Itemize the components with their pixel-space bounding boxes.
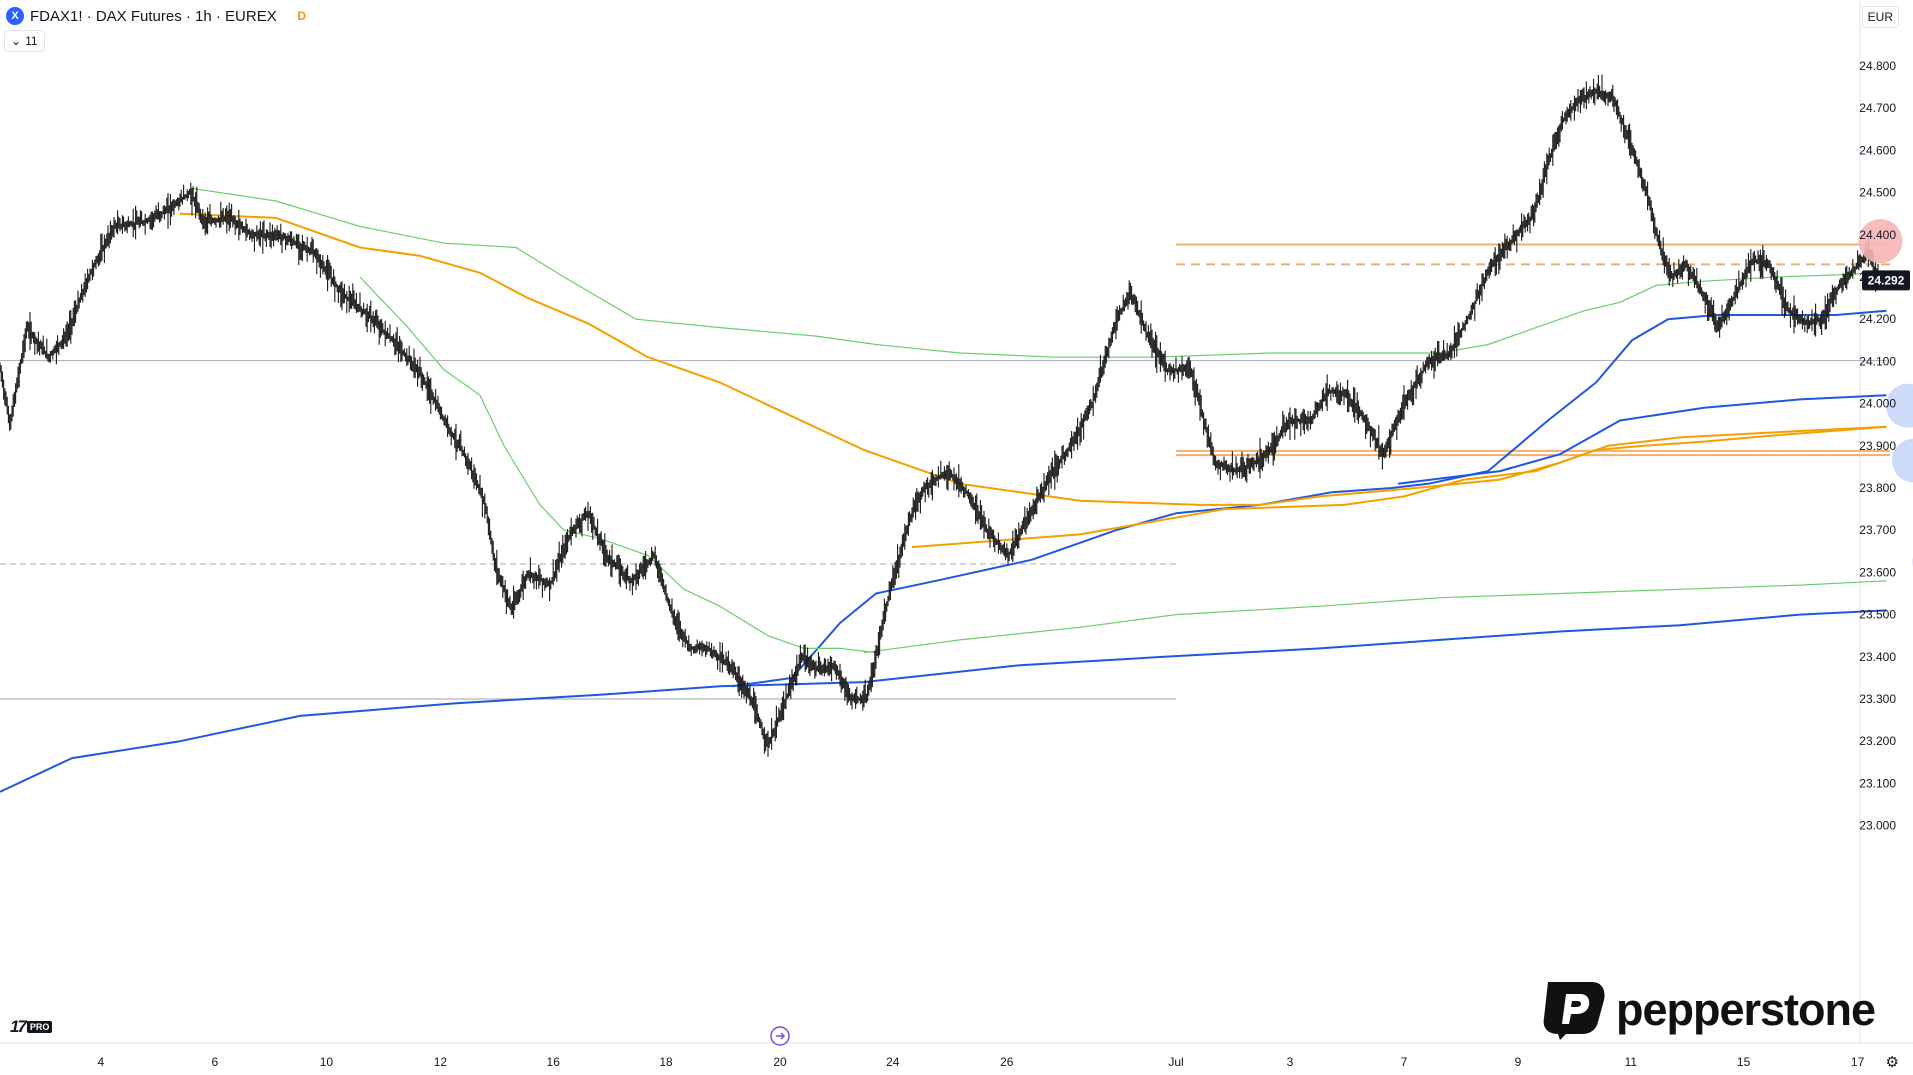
indicators-toggle[interactable]: ⌄ 11 (4, 30, 45, 52)
last-price-label: 24.292 (1860, 270, 1910, 291)
last-price-value: 24.292 (1868, 273, 1905, 287)
replay-arrow-icon (776, 1032, 786, 1040)
price-tick-label: 24.200 (1859, 312, 1896, 326)
indicator-line-7 (359, 276, 877, 654)
price-tick-label: 24.500 (1859, 186, 1896, 200)
price-tick-label: 23.100 (1859, 776, 1896, 790)
time-tick-label: 15 (1737, 1055, 1751, 1069)
indicator-line-1 (731, 309, 1887, 688)
pepperstone-logo-icon (1543, 982, 1605, 1040)
symbol-header[interactable]: X FDAX1! · DAX Futures · 1h · EUREX D (6, 5, 311, 27)
price-tick-label: 23.900 (1859, 439, 1896, 453)
last-price-badge (1862, 270, 1910, 291)
price-tick-label: 24.400 (1859, 228, 1896, 242)
delayed-data-badge[interactable]: D (297, 9, 307, 23)
time-tick-label: 11 (1625, 1055, 1638, 1069)
price-tick-label: 23.600 (1859, 565, 1896, 579)
price-tick-label: 23.800 (1859, 481, 1896, 495)
indicator-line-3 (1397, 394, 1887, 485)
time-tick-label: 6 (211, 1055, 218, 1069)
time-axis[interactable]: 4610121618202426Jul379111517202224 (97, 1055, 1913, 1069)
price-tick-label: 23.000 (1859, 819, 1896, 833)
price-tick-label: 24.700 (1859, 101, 1896, 115)
symbol-logo-icon: X (6, 7, 24, 25)
indicator-line-0 (0, 609, 1887, 793)
time-tick-label: 4 (97, 1055, 104, 1069)
time-tick-label: 16 (547, 1055, 561, 1069)
indicator-lines (0, 187, 1887, 793)
price-tick-label: 23.500 (1859, 608, 1896, 622)
price-tick-label: 24.600 (1859, 143, 1896, 157)
tv-logo-mark: 17 (10, 1017, 27, 1036)
currency-selector[interactable]: EUR (1861, 6, 1899, 28)
time-tick-label: 7 (1401, 1055, 1408, 1069)
resistance-marker-0 (1858, 219, 1903, 264)
currency-label: EUR (1867, 10, 1893, 24)
price-tick-label: 23.300 (1859, 692, 1896, 706)
symbol-title[interactable]: FDAX1! · DAX Futures · 1h · EUREX (30, 7, 277, 25)
price-tick-label: 23.700 (1859, 523, 1896, 537)
indicator-line-2 (911, 425, 1887, 549)
time-tick-label: 12 (434, 1055, 448, 1069)
brand-watermark: pepperstone (1540, 978, 1876, 1042)
replay-marker[interactable] (770, 1026, 790, 1046)
chevron-down-icon: ⌄ (11, 34, 22, 48)
horizontal-levels (0, 243, 1890, 700)
price-axis[interactable]: 24.80024.70024.60024.50024.40024.30024.2… (1859, 59, 1896, 833)
time-tick-label: Jul (1168, 1055, 1183, 1069)
brand-name: pepperstone (1616, 984, 1876, 1035)
gear-icon[interactable]: ⚙ (1885, 1054, 1899, 1071)
price-series (0, 74, 1879, 757)
price-tick-label: 24.800 (1859, 59, 1896, 73)
price-tick-label: 24.100 (1859, 354, 1896, 368)
support-marker-1 (1886, 383, 1913, 428)
indicator-line-4 (863, 580, 1887, 654)
time-tick-label: 9 (1515, 1055, 1522, 1069)
indicator-line-6 (191, 187, 1887, 358)
time-tick-label: 10 (320, 1055, 334, 1069)
price-bars (0, 74, 1879, 757)
price-tick-label: 24.000 (1859, 397, 1896, 411)
support-marker-2 (1892, 438, 1913, 483)
time-tick-label: 18 (659, 1055, 673, 1069)
tradingview-logo[interactable]: 17 PRO (10, 1017, 53, 1036)
price-tick-label: 23.200 (1859, 734, 1896, 748)
indicator-line-5 (179, 212, 1887, 506)
price-tick-label: 23.400 (1859, 650, 1896, 664)
time-tick-label: 3 (1287, 1055, 1294, 1069)
level-markers (1858, 219, 1913, 567)
time-tick-label: 26 (1000, 1055, 1014, 1069)
pro-badge: PRO (26, 1021, 53, 1033)
time-tick-label: 24 (886, 1055, 900, 1069)
indicator-count: 11 (25, 34, 38, 48)
time-tick-label: 17 (1851, 1055, 1865, 1069)
time-tick-label: 20 (773, 1055, 787, 1069)
